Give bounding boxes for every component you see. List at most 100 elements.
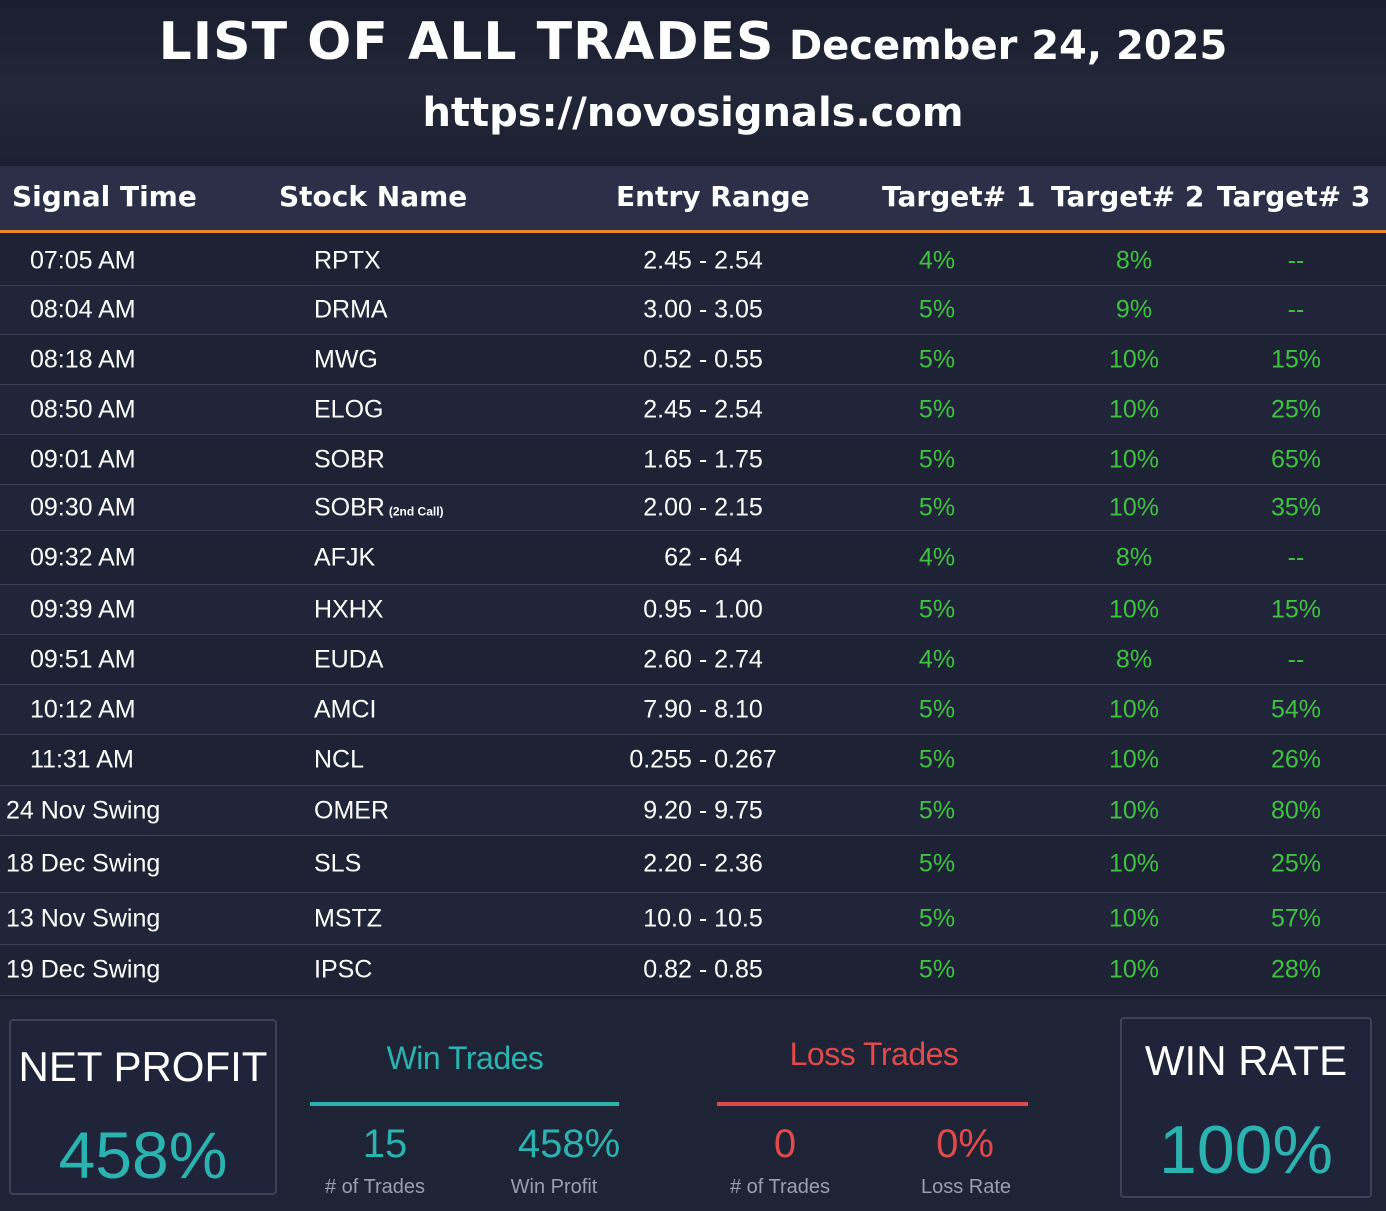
target-1: 5%	[918, 295, 956, 324]
signal-time: 09:30 AM	[30, 493, 136, 521]
stock-name: DRMA	[314, 295, 388, 324]
target-3: --	[1287, 645, 1305, 673]
loss-rate-caption: Loss Rate	[920, 1176, 1012, 1198]
loss-rate-value: 0%	[936, 1122, 994, 1166]
target-2: 10%	[1108, 595, 1160, 623]
target-3: --	[1287, 543, 1305, 571]
column-header-stock-name: Stock Name	[279, 180, 468, 213]
target-1: 4%	[918, 645, 956, 673]
column-header-target-2: Target# 2	[1051, 180, 1205, 213]
target-1: 5%	[918, 955, 956, 984]
target-3: 35%	[1270, 493, 1322, 521]
signal-time: 09:01 AM	[30, 445, 136, 473]
signal-time: 09:32 AM	[30, 543, 136, 571]
signal-time: 11:31 AM	[30, 745, 134, 774]
win-trades-divider	[310, 1102, 619, 1106]
signal-time: 08:50 AM	[30, 395, 136, 423]
entry-range: 2.45 - 2.54	[643, 246, 763, 274]
target-3: 65%	[1270, 445, 1322, 473]
target-1: 5%	[918, 745, 956, 774]
win-rate-card: WIN RATE 100%	[1120, 1017, 1372, 1198]
title-line: LIST OF ALL TRADES December 24, 2025	[0, 12, 1386, 72]
table-row: 08:50 AM ELOG 2.45 - 2.54 5% 10% 25%	[0, 385, 1386, 435]
target-3: 28%	[1270, 955, 1322, 984]
loss-trades-divider	[717, 1102, 1028, 1106]
stock-name: IPSC	[314, 955, 373, 984]
table-row: 09:30 AM SOBR (2nd Call) 2.00 - 2.15 5% 1…	[0, 485, 1386, 531]
table-row: 09:32 AM AFJK 62 - 64 4% 8% --	[0, 531, 1386, 585]
table-header: Signal Time Stock Name Entry Range Targe…	[0, 166, 1386, 233]
stock-ticker: SOBR	[314, 493, 385, 521]
signal-time: 08:18 AM	[30, 345, 136, 373]
target-2: 10%	[1108, 445, 1160, 473]
target-2: 8%	[1115, 246, 1153, 274]
target-1: 5%	[918, 493, 956, 521]
signal-time: 19 Dec Swing	[6, 955, 161, 984]
stock-name: ELOG	[314, 395, 384, 423]
column-header-signal-time: Signal Time	[12, 180, 197, 213]
signal-time: 07:05 AM	[30, 246, 136, 274]
target-3: 25%	[1270, 395, 1322, 423]
target-3: 15%	[1270, 345, 1322, 373]
target-2: 10%	[1108, 745, 1160, 774]
table-row: 09:01 AM SOBR 1.65 - 1.75 5% 10% 65%	[0, 435, 1386, 485]
entry-range: 2.60 - 2.74	[643, 645, 763, 673]
site-url: https://novosignals.com	[422, 90, 964, 136]
target-2: 10%	[1108, 904, 1160, 932]
entry-range: 0.82 - 0.85	[643, 955, 763, 984]
table-row: 09:39 AM HXHX 0.95 - 1.00 5% 10% 15%	[0, 585, 1386, 635]
net-profit-value: 458%	[58, 1118, 228, 1192]
target-2: 9%	[1115, 295, 1153, 324]
table-row: 18 Dec Swing SLS 2.20 - 2.36 5% 10% 25%	[0, 836, 1386, 893]
stock-name: AMCI	[314, 695, 377, 723]
target-1: 4%	[918, 246, 956, 274]
entry-range: 62 - 64	[664, 543, 742, 571]
loss-trades-count: 0	[773, 1122, 797, 1166]
column-header-target-3: Target# 3	[1217, 180, 1371, 213]
call-note: (2nd Call)	[388, 504, 444, 518]
entry-range: 1.65 - 1.75	[643, 445, 763, 473]
signal-time: 09:39 AM	[30, 595, 136, 623]
table-row: 10:12 AM AMCI 7.90 - 8.10 5% 10% 54%	[0, 685, 1386, 735]
column-header-entry-range: Entry Range	[616, 180, 810, 213]
entry-range: 7.90 - 8.10	[643, 695, 763, 723]
target-1: 5%	[918, 395, 956, 423]
signal-time: 09:51 AM	[30, 645, 136, 673]
entry-range: 0.52 - 0.55	[643, 345, 763, 373]
stock-name: MSTZ	[314, 904, 383, 932]
column-header-target-1: Target# 1	[882, 180, 1036, 213]
target-3: 15%	[1270, 595, 1322, 623]
entry-range: 10.0 - 10.5	[643, 904, 763, 932]
table-row: 24 Nov Swing OMER 9.20 - 9.75 5% 10% 80%	[0, 786, 1386, 836]
stock-name: SOBR	[314, 445, 385, 473]
trades-table-body: 07:05 AM RPTX 2.45 - 2.54 4% 8% -- 08:04…	[0, 236, 1386, 996]
target-1: 5%	[918, 849, 956, 878]
target-2: 8%	[1115, 645, 1153, 673]
signal-time: 10:12 AM	[30, 695, 136, 723]
stock-name: RPTX	[314, 246, 381, 274]
entry-range: 2.00 - 2.15	[643, 493, 763, 521]
target-1: 5%	[918, 904, 956, 932]
win-profit-caption: Win Profit	[510, 1176, 598, 1198]
target-3: 25%	[1270, 849, 1322, 878]
target-3: --	[1287, 246, 1305, 274]
page-header: LIST OF ALL TRADES December 24, 2025 htt…	[0, 0, 1386, 162]
signal-time: 24 Nov Swing	[6, 796, 161, 824]
table-row: 08:04 AM DRMA 3.00 - 3.05 5% 9% --	[0, 286, 1386, 335]
stock-name: HXHX	[314, 595, 384, 623]
target-1: 4%	[918, 543, 956, 571]
target-2: 10%	[1108, 796, 1160, 824]
target-1: 5%	[918, 595, 956, 623]
signal-time: 18 Dec Swing	[6, 849, 161, 878]
stock-name: AFJK	[314, 543, 376, 571]
stock-name: MWG	[314, 345, 378, 373]
stock-name: NCL	[314, 745, 365, 774]
target-3: 80%	[1270, 796, 1322, 824]
win-rate-value: 100%	[1159, 1112, 1333, 1188]
table-row: 07:05 AM RPTX 2.45 - 2.54 4% 8% --	[0, 236, 1386, 286]
entry-range: 3.00 - 3.05	[643, 295, 763, 324]
win-profit-value: 458%	[517, 1122, 621, 1166]
net-profit-card: NET PROFIT 458%	[9, 1019, 277, 1195]
stock-name: SLS	[314, 849, 362, 878]
win-trades-count-caption: # of Trades	[324, 1176, 426, 1198]
